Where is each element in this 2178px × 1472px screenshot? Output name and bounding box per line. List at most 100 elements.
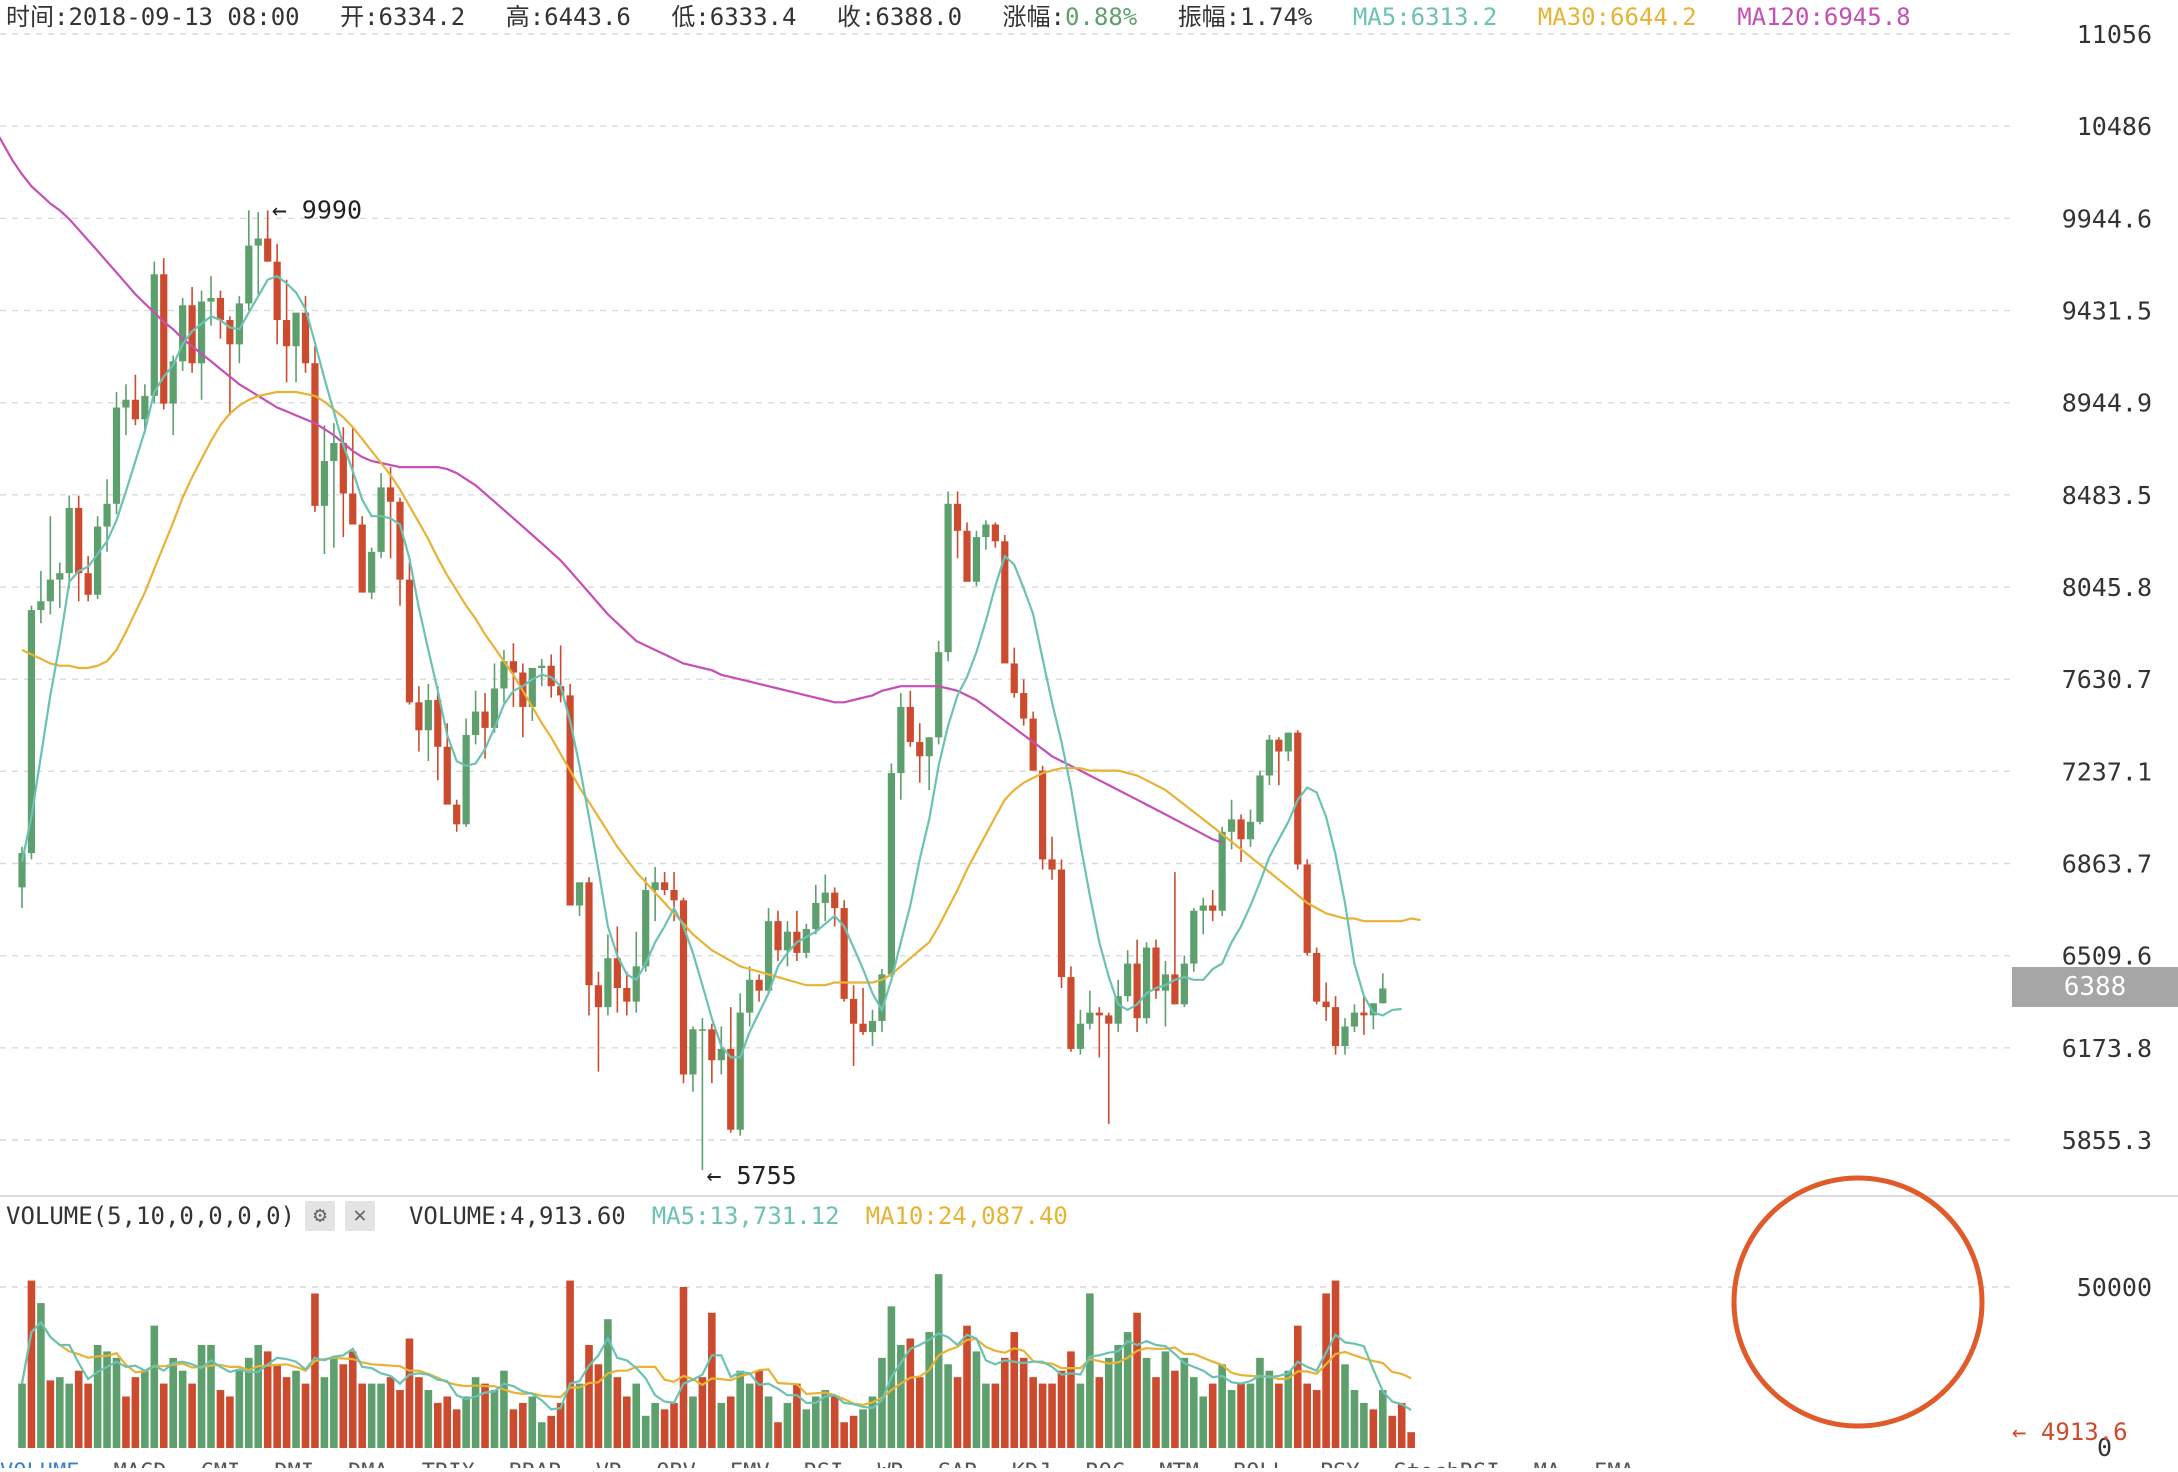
- info-close: 收:6388.0: [836, 3, 963, 31]
- close-icon[interactable]: ✕: [344, 1201, 375, 1231]
- candle-body: [906, 706, 914, 743]
- candle-body: [916, 742, 924, 757]
- tab-rsi[interactable]: RSI: [804, 1460, 844, 1468]
- candle-body: [642, 890, 650, 967]
- ma120-line: [0, 136, 1223, 844]
- volume-bar: [320, 1377, 329, 1448]
- volume-bar: [972, 1351, 981, 1448]
- volume-bar: [1237, 1383, 1245, 1448]
- price-tick-label: 7237.1: [2062, 757, 2152, 786]
- candle-body: [358, 524, 366, 593]
- candle-body: [944, 503, 952, 653]
- volume-bar: [1067, 1351, 1075, 1448]
- tab-macd[interactable]: MACD: [113, 1460, 166, 1468]
- tab-sar[interactable]: SAR: [938, 1460, 978, 1468]
- volume-bar: [169, 1357, 177, 1448]
- candle-body: [396, 501, 404, 580]
- candle-body: [490, 688, 499, 728]
- legend-ma120: MA120:6945.8: [1737, 3, 1911, 31]
- volume-bar: [566, 1280, 574, 1448]
- tab-ma[interactable]: MA: [1534, 1460, 1561, 1468]
- candle-body: [1199, 905, 1207, 911]
- candle-body: [65, 507, 73, 574]
- price-tick-label: 6173.8: [2062, 1034, 2152, 1063]
- candle-body: [330, 443, 338, 462]
- tab-volume[interactable]: VOLUME: [0, 1460, 79, 1468]
- volume-bar: [632, 1383, 641, 1448]
- current-price-tag: 6388: [2012, 967, 2178, 1007]
- candle-body: [160, 274, 168, 404]
- tab-roc[interactable]: ROC: [1085, 1460, 1125, 1468]
- candle-body: [197, 301, 206, 364]
- tab-dmi[interactable]: DMI: [274, 1460, 314, 1468]
- candle-body: [207, 297, 215, 302]
- tab-ema[interactable]: EMA: [1594, 1460, 1634, 1468]
- candle-body: [1265, 739, 1273, 776]
- candle-body: [1350, 1012, 1359, 1027]
- candle-body: [264, 238, 272, 262]
- candle-body: [1142, 947, 1151, 1019]
- tab-dma[interactable]: DMA: [348, 1460, 388, 1468]
- volume-bar: [1057, 1370, 1066, 1448]
- candle-body: [831, 892, 839, 909]
- tab-stochrsi[interactable]: StochRSI: [1394, 1460, 1500, 1468]
- volume-bar: [1152, 1377, 1160, 1448]
- volume-bar: [27, 1280, 36, 1448]
- volume-bar: [1180, 1357, 1189, 1448]
- candle-body: [1105, 1015, 1113, 1024]
- candle-body: [764, 921, 773, 991]
- candle-body: [150, 274, 158, 396]
- tab-obv[interactable]: OBV: [656, 1460, 696, 1468]
- tab-kdj[interactable]: KDJ: [1012, 1460, 1052, 1468]
- volume-bar: [434, 1402, 442, 1448]
- candle-body: [169, 361, 177, 404]
- tab-boll[interactable]: BOLL: [1233, 1460, 1286, 1468]
- candle-body: [1152, 947, 1160, 991]
- tab-mtm[interactable]: MTM: [1159, 1460, 1199, 1468]
- volume-header: VOLUME(5,10,0,0,0,0) ⚙ ✕ VOLUME:4,913.60…: [6, 1198, 1068, 1234]
- volume-bar: [1397, 1402, 1406, 1448]
- tab-cmi[interactable]: CMI: [200, 1460, 240, 1468]
- volume-bar: [1095, 1377, 1104, 1448]
- volume-bar: [528, 1396, 537, 1448]
- tab-brar[interactable]: BRAR: [509, 1460, 562, 1468]
- volume-bar: [585, 1344, 593, 1448]
- tab-vr[interactable]: VR: [596, 1460, 623, 1468]
- candle-body: [850, 998, 858, 1024]
- volume-bar: [793, 1383, 801, 1448]
- volume-bar: [509, 1409, 518, 1448]
- candle-body: [1124, 963, 1132, 997]
- info-amplitude: 振幅:1.74%: [1177, 3, 1313, 31]
- tab-trix[interactable]: TRIX: [422, 1460, 475, 1468]
- volume-bar: [93, 1344, 102, 1448]
- tab-psy[interactable]: PSY: [1320, 1460, 1360, 1468]
- volume-bar: [481, 1383, 489, 1448]
- volume-bar: [396, 1390, 404, 1448]
- tab-emv[interactable]: EMV: [730, 1460, 770, 1468]
- volume-bar: [1246, 1383, 1255, 1448]
- candle-body: [566, 695, 574, 906]
- candle-body: [368, 551, 376, 593]
- candle-body: [1379, 988, 1387, 1004]
- candle-body: [963, 530, 971, 582]
- candle-body: [1284, 732, 1292, 752]
- volume-bar: [65, 1383, 74, 1448]
- volume-bar: [301, 1383, 310, 1448]
- candle-body: [18, 853, 26, 888]
- candle-body: [840, 908, 848, 999]
- volume-bar: [1256, 1357, 1264, 1448]
- volume-bar: [944, 1364, 952, 1448]
- volume-bar: [840, 1422, 848, 1448]
- candle-body: [453, 804, 461, 825]
- gear-icon[interactable]: ⚙: [304, 1201, 335, 1231]
- candle-body: [443, 746, 451, 805]
- candle-body: [1133, 963, 1141, 1019]
- candle-body: [500, 661, 508, 689]
- volume-bar: [1114, 1344, 1122, 1448]
- volume-bar: [1161, 1351, 1170, 1448]
- volume-bar: [103, 1351, 111, 1448]
- tab-wr[interactable]: WR: [877, 1460, 904, 1468]
- volume-bar: [37, 1303, 45, 1448]
